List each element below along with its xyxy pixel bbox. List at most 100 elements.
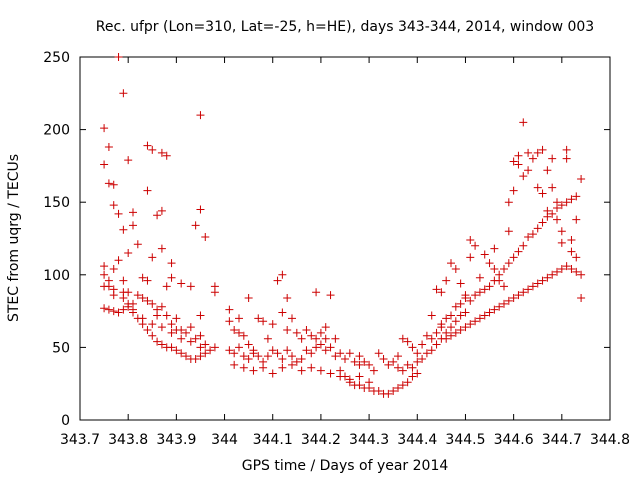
- data-point: [249, 366, 258, 375]
- data-point: [157, 244, 166, 253]
- data-point: [312, 334, 321, 343]
- data-point: [321, 346, 330, 355]
- data-point: [191, 334, 200, 343]
- data-point: [543, 212, 552, 221]
- x-tick-label: 344.3: [349, 432, 389, 448]
- data-point: [162, 282, 171, 291]
- data-point: [437, 323, 446, 332]
- data-point: [119, 225, 128, 234]
- data-point: [572, 215, 581, 224]
- data-point: [557, 227, 566, 236]
- data-point: [490, 264, 499, 273]
- data-point: [307, 363, 316, 372]
- data-point: [451, 328, 460, 337]
- data-point: [577, 270, 586, 279]
- data-point: [355, 381, 364, 390]
- data-point: [254, 352, 263, 361]
- data-point: [278, 308, 287, 317]
- data-point: [447, 311, 455, 320]
- data-point: [437, 288, 446, 297]
- x-tick-label: 343.9: [156, 432, 196, 448]
- data-point: [408, 372, 417, 381]
- data-point: [230, 325, 239, 334]
- x-tick-label: 344: [211, 432, 238, 448]
- data-point: [201, 349, 210, 358]
- data-point: [104, 143, 113, 152]
- data-point: [538, 276, 547, 285]
- data-point: [355, 360, 364, 369]
- data-point: [235, 343, 243, 352]
- data-point: [153, 337, 162, 346]
- data-point: [172, 314, 181, 323]
- plot-frame: [79, 56, 611, 421]
- data-point: [379, 355, 388, 364]
- y-tick-label: 150: [43, 195, 70, 211]
- data-point: [302, 325, 311, 334]
- data-point: [244, 355, 253, 364]
- data-point: [557, 264, 566, 273]
- data-point: [490, 305, 499, 314]
- data-point: [114, 53, 123, 61]
- data-point: [331, 334, 340, 343]
- data-point: [292, 357, 301, 366]
- data-point: [206, 346, 215, 355]
- data-point: [225, 346, 234, 355]
- data-point: [524, 233, 533, 242]
- x-tick-label: 343.8: [108, 432, 148, 448]
- data-point: [100, 262, 109, 271]
- data-point: [442, 276, 451, 285]
- data-point: [254, 314, 263, 323]
- data-point: [109, 291, 118, 300]
- data-point: [519, 288, 528, 297]
- data-point: [259, 363, 268, 372]
- data-point: [210, 343, 219, 352]
- data-point: [167, 328, 176, 337]
- data-point: [456, 279, 465, 288]
- data-point: [182, 352, 190, 361]
- data-point: [451, 302, 460, 311]
- data-point: [403, 360, 412, 369]
- data-point: [456, 311, 465, 320]
- data-point: [100, 160, 109, 169]
- data-point: [572, 267, 581, 276]
- data-point: [196, 331, 205, 340]
- data-point: [138, 314, 147, 323]
- data-point: [114, 256, 123, 265]
- x-axis-label: GPS time / Days of year 2014: [242, 458, 449, 474]
- x-tick-label: 343.7: [60, 432, 100, 448]
- data-point: [432, 328, 441, 337]
- data-point: [143, 296, 152, 305]
- data-point: [186, 282, 195, 291]
- data-point: [548, 154, 557, 163]
- data-point: [288, 352, 296, 361]
- data-point: [447, 323, 455, 332]
- data-point: [230, 349, 239, 358]
- data-point: [355, 352, 364, 361]
- data-point: [100, 304, 109, 313]
- data-point: [345, 349, 354, 358]
- data-point: [148, 253, 157, 262]
- data-point: [466, 296, 475, 305]
- data-point: [109, 307, 118, 316]
- data-point: [196, 311, 205, 320]
- data-point: [186, 337, 195, 346]
- data-point: [548, 270, 557, 279]
- data-point: [504, 198, 513, 207]
- y-tick-label: 0: [61, 413, 70, 429]
- y-tick-label: 100: [43, 268, 70, 284]
- data-point: [167, 259, 176, 268]
- data-point: [475, 314, 484, 323]
- data-point: [562, 145, 571, 154]
- data-point: [355, 372, 364, 381]
- data-point: [528, 154, 537, 163]
- data-point: [177, 325, 186, 334]
- data-point: [398, 381, 407, 390]
- data-point: [278, 363, 287, 372]
- data-point: [394, 352, 402, 361]
- data-point: [100, 282, 109, 291]
- data-point: [345, 378, 354, 387]
- data-point: [321, 334, 330, 343]
- data-point: [471, 291, 480, 300]
- data-point: [528, 230, 537, 239]
- data-point: [553, 204, 561, 213]
